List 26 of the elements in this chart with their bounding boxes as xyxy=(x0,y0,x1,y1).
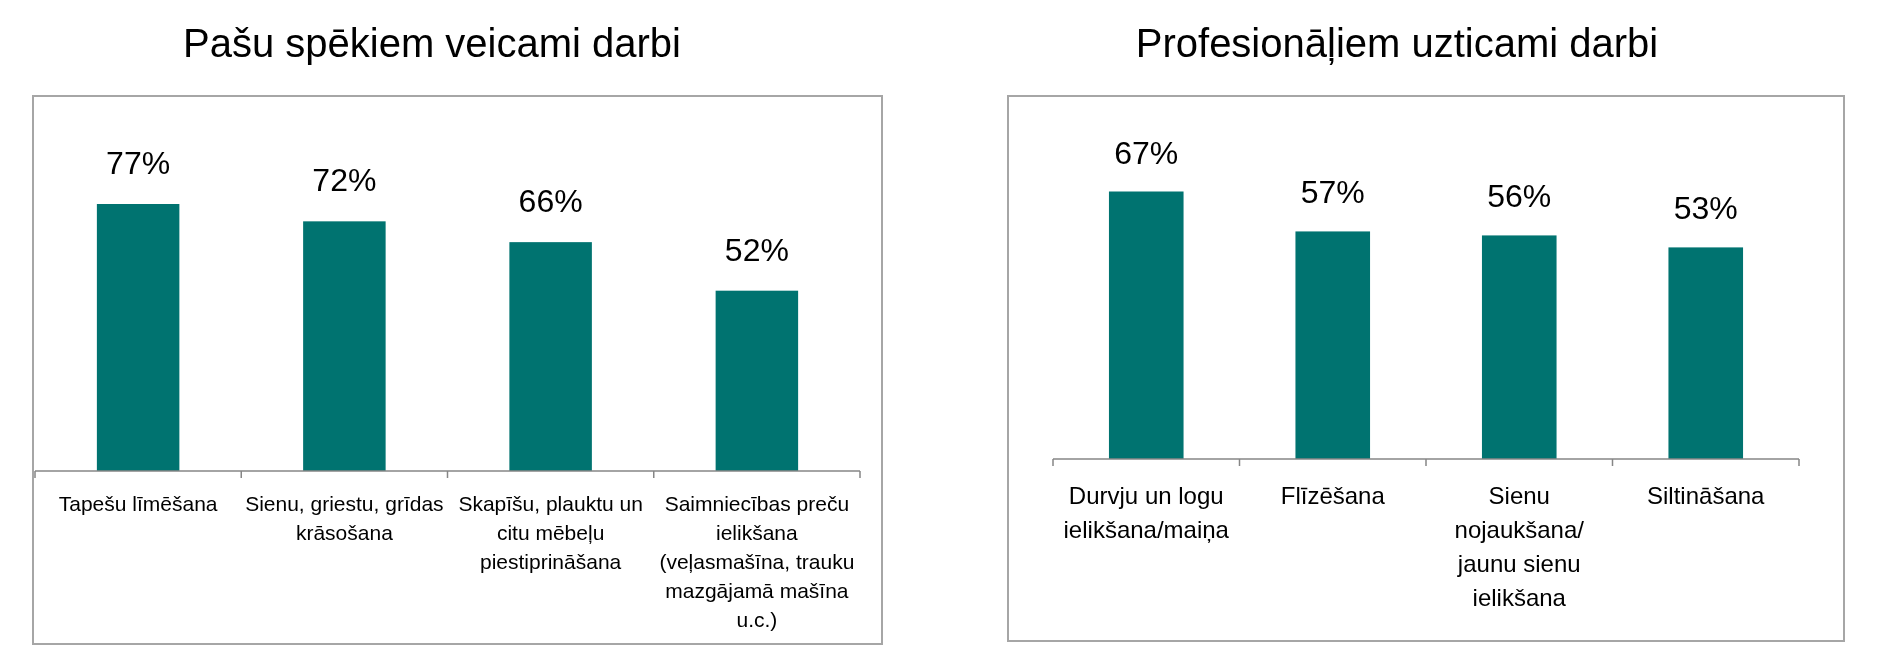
data-label: 66% xyxy=(518,183,583,220)
x-tick-label: Saimniecības preču ielikšana (veļasmašīna, trauku mazgājamā mašīna u.c.) xyxy=(659,492,855,631)
data-label: 52% xyxy=(724,231,789,268)
data-label: 53% xyxy=(1673,190,1738,227)
bar xyxy=(509,242,592,471)
x-tick-label: Sienu, griestu, grīdas krāsošana xyxy=(245,492,444,544)
x-tick-label: Durvju un logu ielikšana/maiņa xyxy=(1063,482,1230,543)
x-tick-label: Tapešu līmēšana xyxy=(58,492,218,515)
data-label: 57% xyxy=(1300,174,1365,211)
bar xyxy=(1108,191,1184,459)
x-tick-label: Skapīšu, plauktu un citu mēbeļu piestiprināšana xyxy=(458,492,643,573)
chart-title: Profesionāļiem uzticami darbi xyxy=(1135,21,1659,65)
x-tick-label: Siltināšana xyxy=(1647,482,1766,509)
x-tick-label: Flīzēšana xyxy=(1280,482,1386,509)
bar xyxy=(1668,247,1744,459)
data-label: 67% xyxy=(1114,134,1179,171)
bar xyxy=(1295,231,1371,459)
data-label: 72% xyxy=(312,162,377,199)
data-label: 56% xyxy=(1487,178,1552,215)
bar xyxy=(1481,235,1557,459)
bar xyxy=(96,204,180,471)
chart-title: Pašu spēkiem veicami darbi xyxy=(183,21,681,65)
x-tick-label: Sienu nojaukšana/ jaunu sienu ielikšana xyxy=(1454,482,1585,611)
bar xyxy=(715,290,799,471)
data-label: 77% xyxy=(106,145,171,181)
bar xyxy=(303,221,386,471)
